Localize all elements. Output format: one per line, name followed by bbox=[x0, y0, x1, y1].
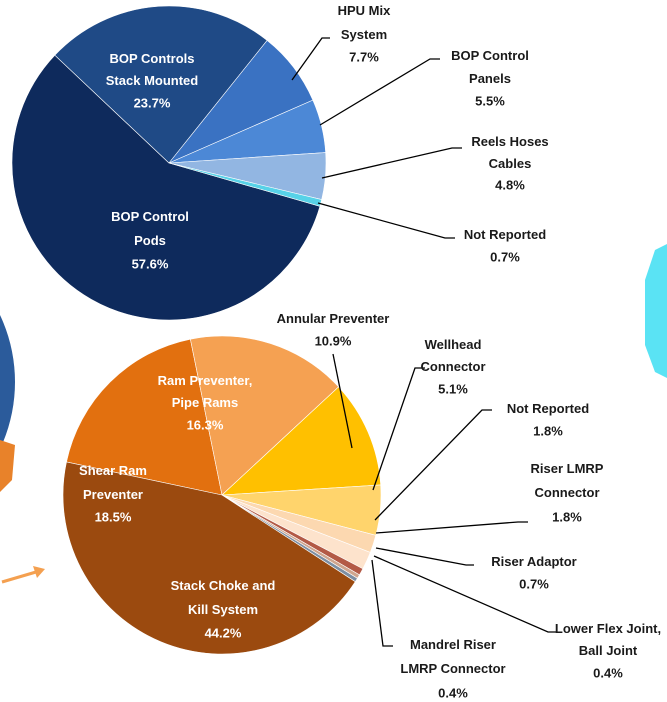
slice-label-line: Reels Hoses bbox=[471, 134, 548, 149]
slice-label-line: Stack Choke and bbox=[171, 578, 276, 593]
slice-label-line: BOP Control bbox=[111, 209, 189, 224]
slice-label: BOP Control Pods bbox=[111, 209, 189, 248]
slice-label-line: Riser LMRP bbox=[531, 461, 604, 476]
slice-label-line: Ram Preventer, bbox=[158, 373, 253, 388]
hexagon bbox=[645, 244, 667, 378]
partial-pie bbox=[0, 315, 15, 449]
slice-label-line: Pipe Rams bbox=[172, 395, 238, 410]
slice-label-line: Mandrel Riser bbox=[410, 637, 496, 652]
slice-value-label: 10.9% bbox=[315, 333, 352, 348]
slice-label: BOP Control Panels bbox=[451, 48, 529, 86]
slice-value-label: 7.7% bbox=[349, 49, 379, 64]
slice-label-line: Connector bbox=[535, 485, 600, 500]
leader-line bbox=[375, 521, 528, 534]
slice-value-label: 16.3% bbox=[187, 417, 224, 432]
slice-label-line: BOP Controls bbox=[110, 51, 195, 66]
slice-label-line: Cables bbox=[489, 156, 532, 171]
leader-line bbox=[373, 555, 556, 633]
leader-line bbox=[291, 37, 330, 81]
pie-slice bbox=[190, 335, 340, 496]
slice-label-line: Not Reported bbox=[464, 227, 546, 242]
slice-value-label: 5.5% bbox=[475, 93, 505, 108]
slice-label: Wellhead Connector bbox=[421, 337, 486, 374]
slice-label-line: System bbox=[341, 27, 387, 42]
leader-line bbox=[319, 58, 440, 126]
slice-label: Mandrel Riser LMRP Connector bbox=[400, 637, 505, 676]
slice-value-label: 0.4% bbox=[438, 685, 468, 700]
partial-pie-slice bbox=[0, 440, 15, 492]
slice-label: Riser LMRP Connector bbox=[531, 461, 604, 500]
slice-label-line: BOP Control bbox=[451, 48, 529, 63]
pie-slice bbox=[62, 461, 356, 655]
slice-label-line: Ball Joint bbox=[579, 643, 638, 658]
slice-value-label: 23.7% bbox=[134, 95, 171, 110]
slice-label-line: LMRP Connector bbox=[400, 661, 505, 676]
slice-label-line: Annular Preventer bbox=[277, 311, 390, 326]
slice-label-line: Panels bbox=[469, 71, 511, 86]
slice-label: HPU Mix System bbox=[338, 3, 392, 42]
leader-line bbox=[371, 559, 393, 647]
pie-slice bbox=[11, 54, 321, 321]
leader-line bbox=[375, 547, 474, 566]
leader-line bbox=[317, 202, 455, 239]
pie-slice bbox=[221, 386, 381, 496]
slice-value-label: 1.8% bbox=[533, 423, 563, 438]
slice-label-line: Preventer bbox=[83, 487, 143, 502]
slice-label-line: Lower Flex Joint, bbox=[555, 621, 661, 636]
slice-label: Not Reported bbox=[507, 401, 589, 416]
slice-label: Not Reported bbox=[464, 227, 546, 242]
slice-value-label: 0.4% bbox=[593, 665, 623, 680]
slice-label-line: Not Reported bbox=[507, 401, 589, 416]
leader-line bbox=[332, 353, 353, 449]
slice-value-label: 0.7% bbox=[519, 576, 549, 591]
leader-line bbox=[372, 367, 425, 491]
pie-slice bbox=[66, 338, 223, 496]
slice-label: Shear Ram Preventer bbox=[79, 463, 147, 502]
slice-label-line: HPU Mix bbox=[338, 3, 392, 18]
slice-label-line: Stack Mounted bbox=[106, 73, 199, 88]
leader-line bbox=[321, 147, 462, 179]
slice-label-line: Wellhead bbox=[425, 337, 482, 352]
leader-line bbox=[374, 409, 492, 521]
slice-label: Riser Adaptor bbox=[491, 554, 576, 569]
slice-value-label: 1.8% bbox=[552, 509, 582, 524]
slice-label-line: Connector bbox=[421, 359, 486, 374]
slice-value-label: 57.6% bbox=[132, 256, 169, 271]
slice-label: Lower Flex Joint, Ball Joint bbox=[555, 621, 661, 658]
slice-value-label: 4.8% bbox=[495, 177, 525, 192]
arrow bbox=[1, 570, 37, 584]
slice-value-label: 5.1% bbox=[438, 381, 468, 396]
slice-label-line: Pods bbox=[134, 233, 166, 248]
slice-value-label: 0.7% bbox=[490, 249, 520, 264]
slice-label: Stack Choke and Kill System bbox=[171, 578, 276, 617]
slice-label: Annular Preventer bbox=[277, 311, 390, 326]
slice-label-line: Shear Ram bbox=[79, 463, 147, 478]
arrow-head bbox=[33, 566, 45, 578]
slice-label: Reels Hoses Cables bbox=[471, 134, 548, 171]
slice-label-line: Riser Adaptor bbox=[491, 554, 576, 569]
pie-slice bbox=[168, 162, 323, 207]
slice-value-label: 18.5% bbox=[95, 509, 132, 524]
pie-slice bbox=[54, 5, 268, 164]
slice-label-line: Kill System bbox=[188, 602, 258, 617]
slice-label: BOP Controls Stack Mounted bbox=[106, 51, 199, 88]
slice-label: Ram Preventer, Pipe Rams bbox=[158, 373, 253, 410]
slice-value-label: 44.2% bbox=[205, 625, 242, 640]
